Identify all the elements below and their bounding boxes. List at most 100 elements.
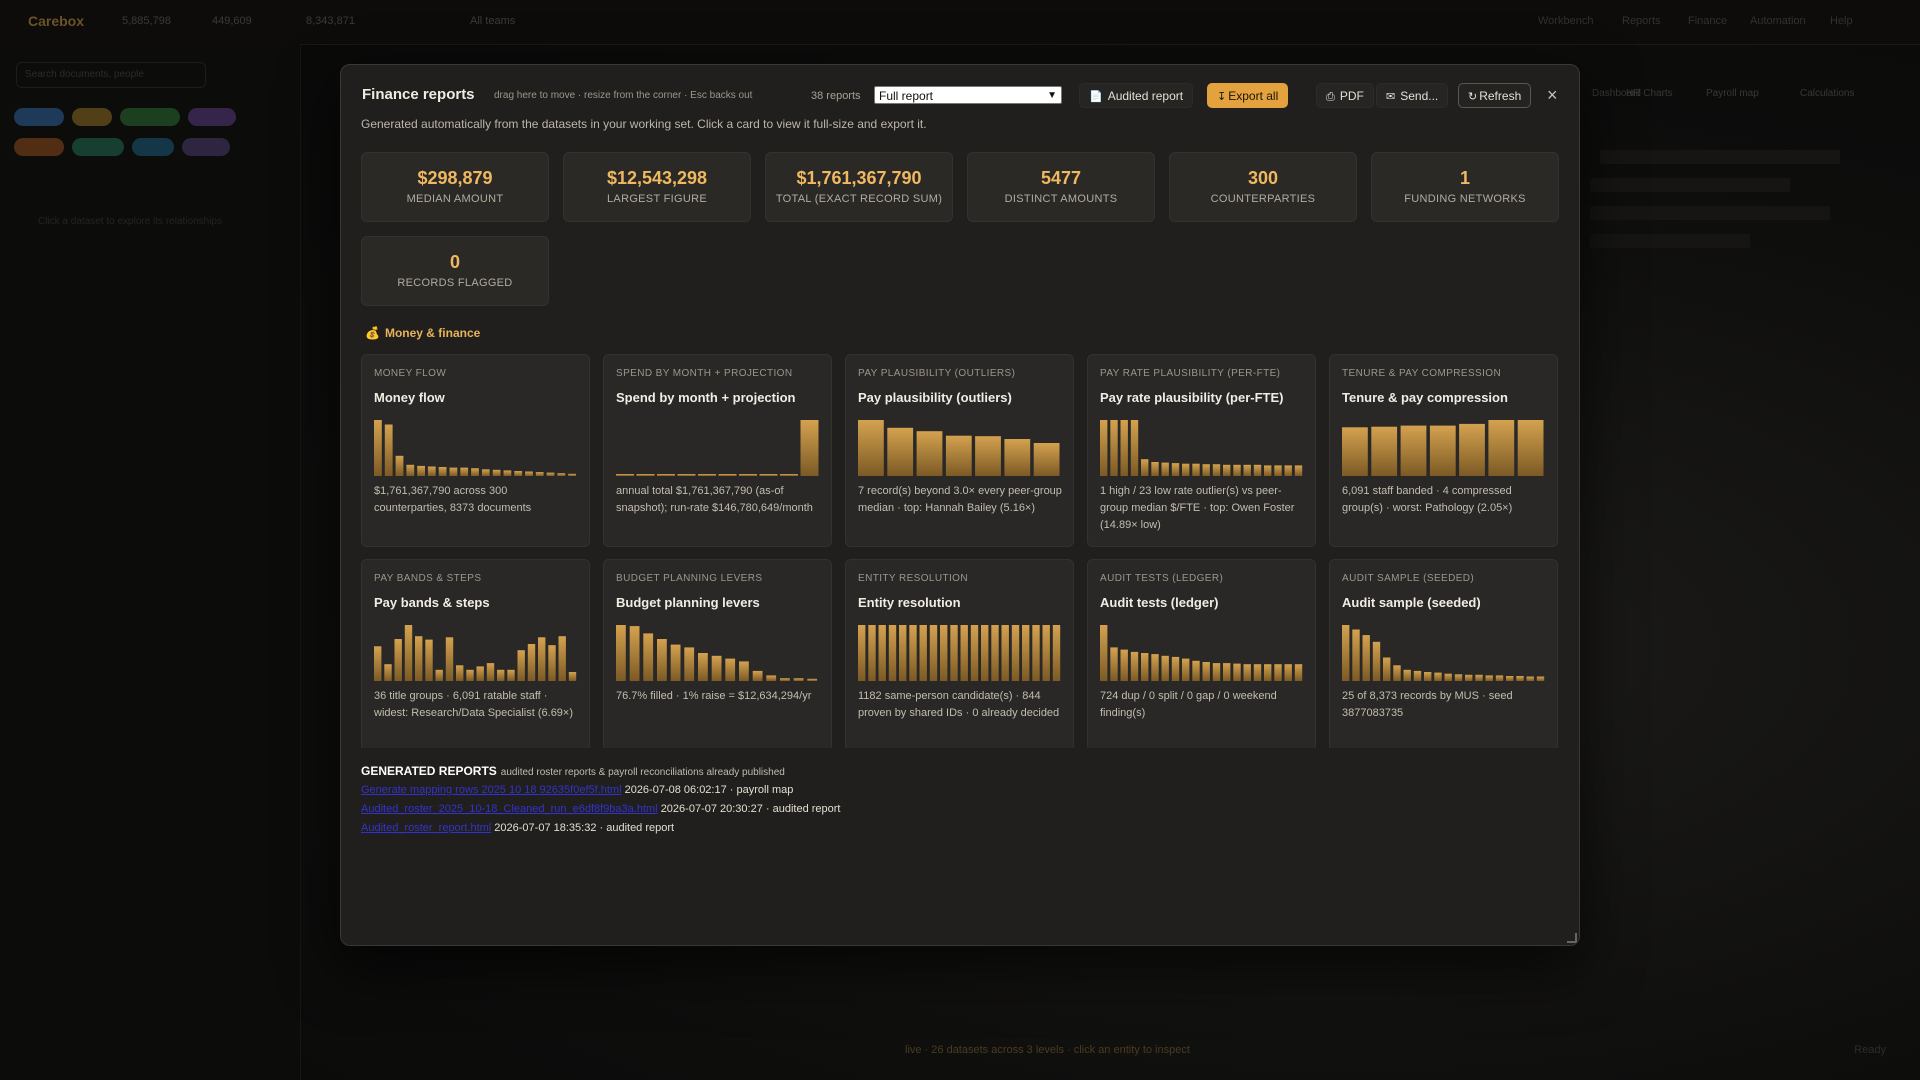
bar-mark bbox=[1192, 463, 1200, 476]
bar-mark bbox=[1243, 464, 1251, 476]
card-description: annual total $1,761,367,790 (as-of snaps… bbox=[616, 485, 813, 514]
audited-report-label: Audited report bbox=[1107, 89, 1184, 103]
card-sparkbars bbox=[374, 420, 576, 476]
report-card[interactable]: AUDIT TESTS (LEDGER) Audit tests (ledger)… bbox=[1087, 559, 1316, 748]
card-title: Money flow bbox=[374, 390, 445, 405]
nav-item[interactable]: Help bbox=[1830, 15, 1853, 27]
sidebar-search[interactable]: Search documents, people bbox=[16, 62, 206, 88]
bar-mark bbox=[1371, 426, 1398, 476]
bar-mark bbox=[438, 467, 447, 476]
app-brand: Carebox bbox=[28, 13, 85, 29]
topbar-filter[interactable]: All teams bbox=[470, 15, 516, 27]
bar-mark bbox=[1212, 663, 1221, 681]
filter-pill[interactable] bbox=[132, 138, 174, 156]
kpi-value: 1 bbox=[1459, 168, 1470, 188]
kpi-label: TOTAL (EXACT RECORD SUM) bbox=[775, 193, 943, 205]
generated-report-link[interactable]: Audited_roster_report.html bbox=[361, 822, 492, 834]
report-cards: MONEY FLOW Money flow $1,761,367,790 acros… bbox=[361, 354, 1561, 748]
generated-report-link[interactable]: Audited_roster_2025_10-18_Cleaned_run_e6… bbox=[361, 803, 658, 815]
generated-report-row: Generate mapping rows 2025 10 18 92635f0… bbox=[361, 784, 793, 796]
bar-mark bbox=[698, 474, 716, 476]
nav-item[interactable]: Workbench bbox=[1538, 15, 1594, 27]
bar-mark bbox=[460, 467, 469, 476]
resize-handle[interactable] bbox=[1567, 933, 1577, 943]
card-description: 1 high / 23 low rate outlier(s) vs peer-… bbox=[1100, 485, 1295, 531]
bg-tab[interactable]: Payroll map bbox=[1706, 88, 1759, 99]
filter-pill[interactable] bbox=[120, 108, 180, 126]
modal-header-drag-handle[interactable]: Finance reports drag here to move · resi… bbox=[341, 65, 1579, 125]
bar-mark bbox=[960, 625, 968, 681]
bar-mark bbox=[1100, 420, 1108, 476]
filter-pill[interactable] bbox=[72, 108, 112, 126]
kpi-tile: 0 RECORDS FLAGGED bbox=[361, 236, 549, 306]
report-card[interactable]: PAY PLAUSIBILITY (OUTLIERS) Pay plausibil… bbox=[845, 354, 1074, 547]
filter-pill[interactable] bbox=[14, 138, 64, 156]
send-label: Send... bbox=[1400, 89, 1439, 103]
bar-mark bbox=[1393, 665, 1401, 681]
filter-pill[interactable] bbox=[14, 108, 64, 126]
card-kicker: PAY BANDS & STEPS bbox=[374, 573, 482, 584]
filter-pill[interactable] bbox=[188, 108, 236, 126]
bar-mark bbox=[780, 678, 790, 681]
export-all-button[interactable]: ↧ Export all bbox=[1207, 83, 1289, 108]
bar-mark bbox=[1042, 625, 1050, 681]
bar-mark bbox=[1517, 420, 1544, 476]
bar-mark bbox=[1130, 651, 1139, 681]
report-card[interactable]: TENURE & PAY COMPRESSION Tenure & pay com… bbox=[1329, 354, 1558, 547]
report-card[interactable]: BUDGET PLANNING LEVERS Budget planning le… bbox=[603, 559, 832, 748]
generated-report-link[interactable]: Generate mapping rows 2025 10 18 92635f0… bbox=[361, 784, 622, 796]
section-heading: 💰 Money & finance bbox=[365, 326, 480, 340]
bar-mark bbox=[374, 420, 382, 476]
bar-mark bbox=[1151, 654, 1159, 681]
send-button[interactable]: ✉ Send... bbox=[1376, 83, 1449, 108]
report-card[interactable]: SPEND BY MONTH + PROJECTION Spend by mont… bbox=[603, 354, 832, 547]
pdf-button[interactable]: ⎙ PDF bbox=[1316, 83, 1374, 108]
card-description: 1182 same-person candidate(s) · 844 prov… bbox=[858, 690, 1060, 719]
bar-mark bbox=[1459, 423, 1485, 476]
kpi-tile: $1,761,367,790 TOTAL (EXACT RECORD SUM) bbox=[765, 152, 953, 222]
report-card[interactable]: PAY RATE PLAUSIBILITY (PER-FTE) Pay rate … bbox=[1087, 354, 1316, 547]
report-card[interactable]: ENTITY RESOLUTION Entity resolution 1182 s… bbox=[845, 559, 1074, 748]
generated-heading-text: GENERATED REPORTS bbox=[361, 764, 497, 778]
bar-mark bbox=[1161, 655, 1169, 681]
bar-mark bbox=[417, 465, 425, 476]
topbar-stat: 5,885,798 bbox=[122, 15, 171, 27]
bar-mark bbox=[1294, 664, 1303, 681]
bar-mark bbox=[1274, 664, 1282, 681]
card-kicker: PAY PLAUSIBILITY (OUTLIERS) bbox=[858, 368, 1016, 379]
kpi-value: 300 bbox=[1247, 168, 1279, 188]
bar-mark bbox=[1033, 443, 1060, 476]
generated-report-meta: 2026-07-07 20:30:27 · audited report bbox=[660, 803, 841, 815]
card-title: Tenure & pay compression bbox=[1342, 390, 1508, 405]
audited-report-button[interactable]: 📄 Audited report bbox=[1079, 83, 1194, 108]
nav-item[interactable]: Finance bbox=[1688, 15, 1728, 27]
filter-pill[interactable] bbox=[72, 138, 124, 156]
report-card[interactable]: MONEY FLOW Money flow $1,761,367,790 acros… bbox=[361, 354, 590, 547]
card-description: 6,091 staff banded · 4 compressed group(… bbox=[1342, 485, 1513, 514]
bar-mark bbox=[643, 633, 654, 681]
money-bag-icon: 💰 bbox=[365, 326, 380, 340]
bar-mark bbox=[1052, 625, 1061, 681]
nav-item[interactable]: Automation bbox=[1750, 15, 1806, 27]
topbar-stat: 8,343,871 bbox=[306, 15, 355, 27]
document-icon: 📄 bbox=[1089, 91, 1103, 103]
bg-tab[interactable]: Dashboard bbox=[1592, 88, 1641, 99]
bar-mark bbox=[677, 474, 696, 476]
report-card[interactable]: PAY BANDS & STEPS Pay bands & steps 36 tit… bbox=[361, 559, 590, 748]
filter-pill[interactable] bbox=[182, 138, 230, 156]
card-kicker: AUDIT TESTS (LEDGER) bbox=[1100, 573, 1224, 584]
card-kicker: AUDIT SAMPLE (SEEDED) bbox=[1342, 573, 1475, 584]
close-icon[interactable]: × bbox=[1547, 85, 1558, 105]
bg-tab[interactable]: HR Charts bbox=[1626, 88, 1673, 99]
bg-tab[interactable]: Calculations bbox=[1800, 88, 1855, 99]
generated-report-meta: 2026-07-08 06:02:17 · payroll map bbox=[624, 784, 794, 796]
report-type-select[interactable]: Full report ▼ bbox=[874, 86, 1062, 104]
refresh-button[interactable]: ↻ Refresh bbox=[1458, 83, 1532, 108]
bar-mark bbox=[1182, 658, 1190, 681]
bar-mark bbox=[991, 625, 999, 681]
bar-mark bbox=[1141, 653, 1149, 681]
card-title: Budget planning levers bbox=[616, 595, 760, 610]
card-kicker: SPEND BY MONTH + PROJECTION bbox=[616, 368, 793, 379]
nav-item[interactable]: Reports bbox=[1622, 15, 1661, 27]
report-card[interactable]: AUDIT SAMPLE (SEEDED) Audit sample (seede… bbox=[1329, 559, 1558, 748]
